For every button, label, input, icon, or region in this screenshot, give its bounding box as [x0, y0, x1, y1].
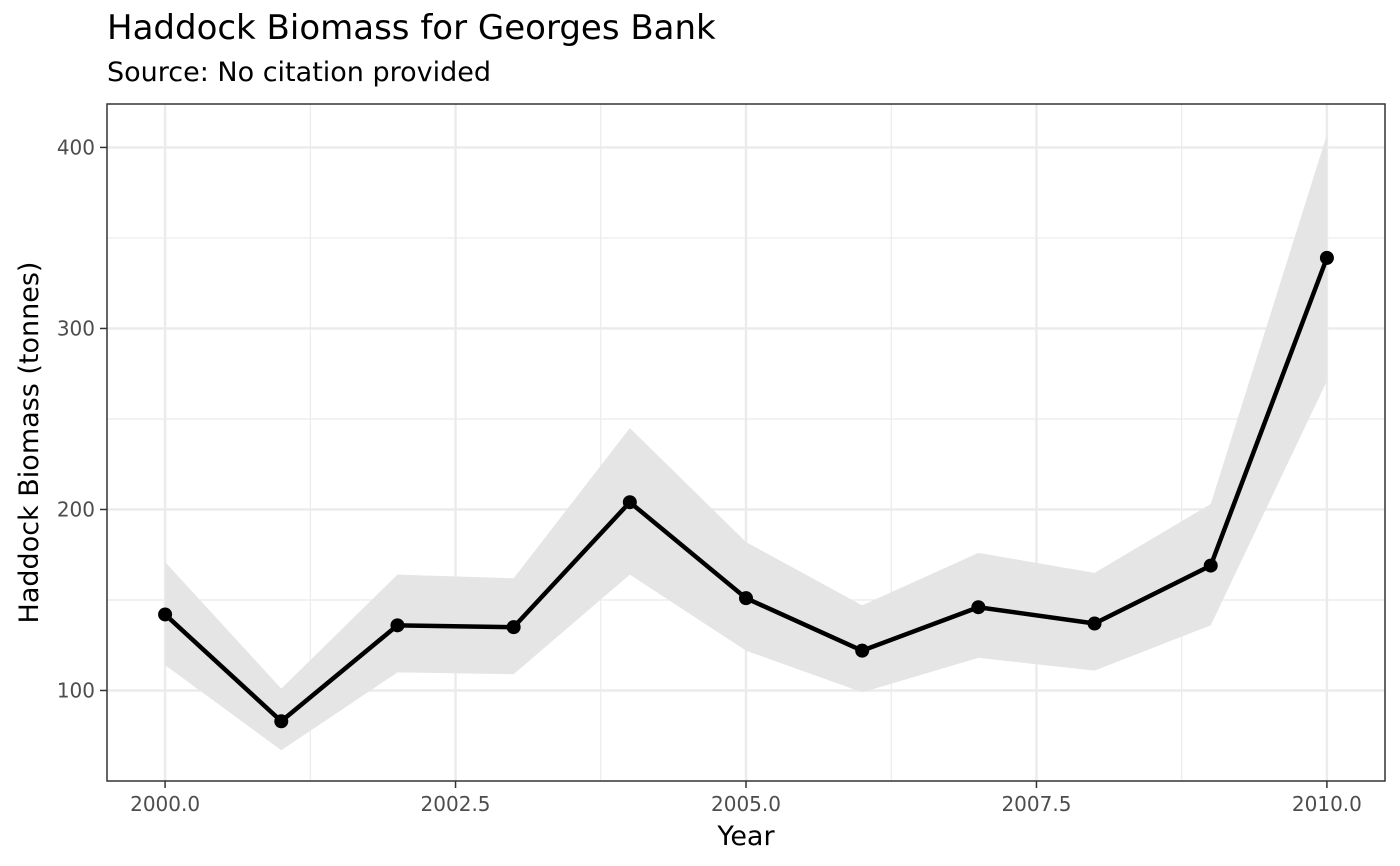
- data-point: [855, 643, 870, 658]
- x-tick-label: 2000.0: [130, 792, 200, 816]
- axis-ticks: [100, 146, 1328, 788]
- x-tick-label: 2010.0: [1292, 792, 1362, 816]
- data-point: [1203, 558, 1218, 573]
- y-tick-labels: 100 200 300 400: [57, 135, 95, 702]
- x-axis-title: Year: [716, 821, 775, 852]
- data-point: [622, 495, 637, 510]
- data-point: [390, 618, 405, 633]
- y-tick-label: 300: [57, 316, 95, 340]
- data-point: [158, 607, 173, 622]
- data-point: [1319, 250, 1334, 265]
- confidence-ribbon-layer: [165, 134, 1327, 751]
- y-axis-title: Haddock Biomass (tonnes): [14, 262, 45, 624]
- confidence-ribbon: [165, 134, 1327, 751]
- data-point: [971, 600, 986, 615]
- y-tick-label: 100: [57, 678, 95, 702]
- data-point: [1087, 616, 1102, 631]
- data-points: [158, 250, 1334, 729]
- chart-title: Haddock Biomass for Georges Bank: [107, 8, 716, 48]
- x-tick-label: 2002.5: [421, 792, 491, 816]
- data-point: [274, 714, 289, 729]
- data-point: [506, 620, 521, 635]
- x-tick-label: 2007.5: [1001, 792, 1071, 816]
- x-tick-label: 2005.0: [711, 792, 781, 816]
- y-tick-label: 200: [57, 497, 95, 521]
- y-tick-label: 400: [57, 135, 95, 159]
- x-tick-labels: 2000.0 2002.5 2005.0 2007.5 2010.0: [130, 792, 1362, 816]
- chart-subtitle: Source: No citation provided: [107, 57, 492, 88]
- data-point: [739, 591, 753, 606]
